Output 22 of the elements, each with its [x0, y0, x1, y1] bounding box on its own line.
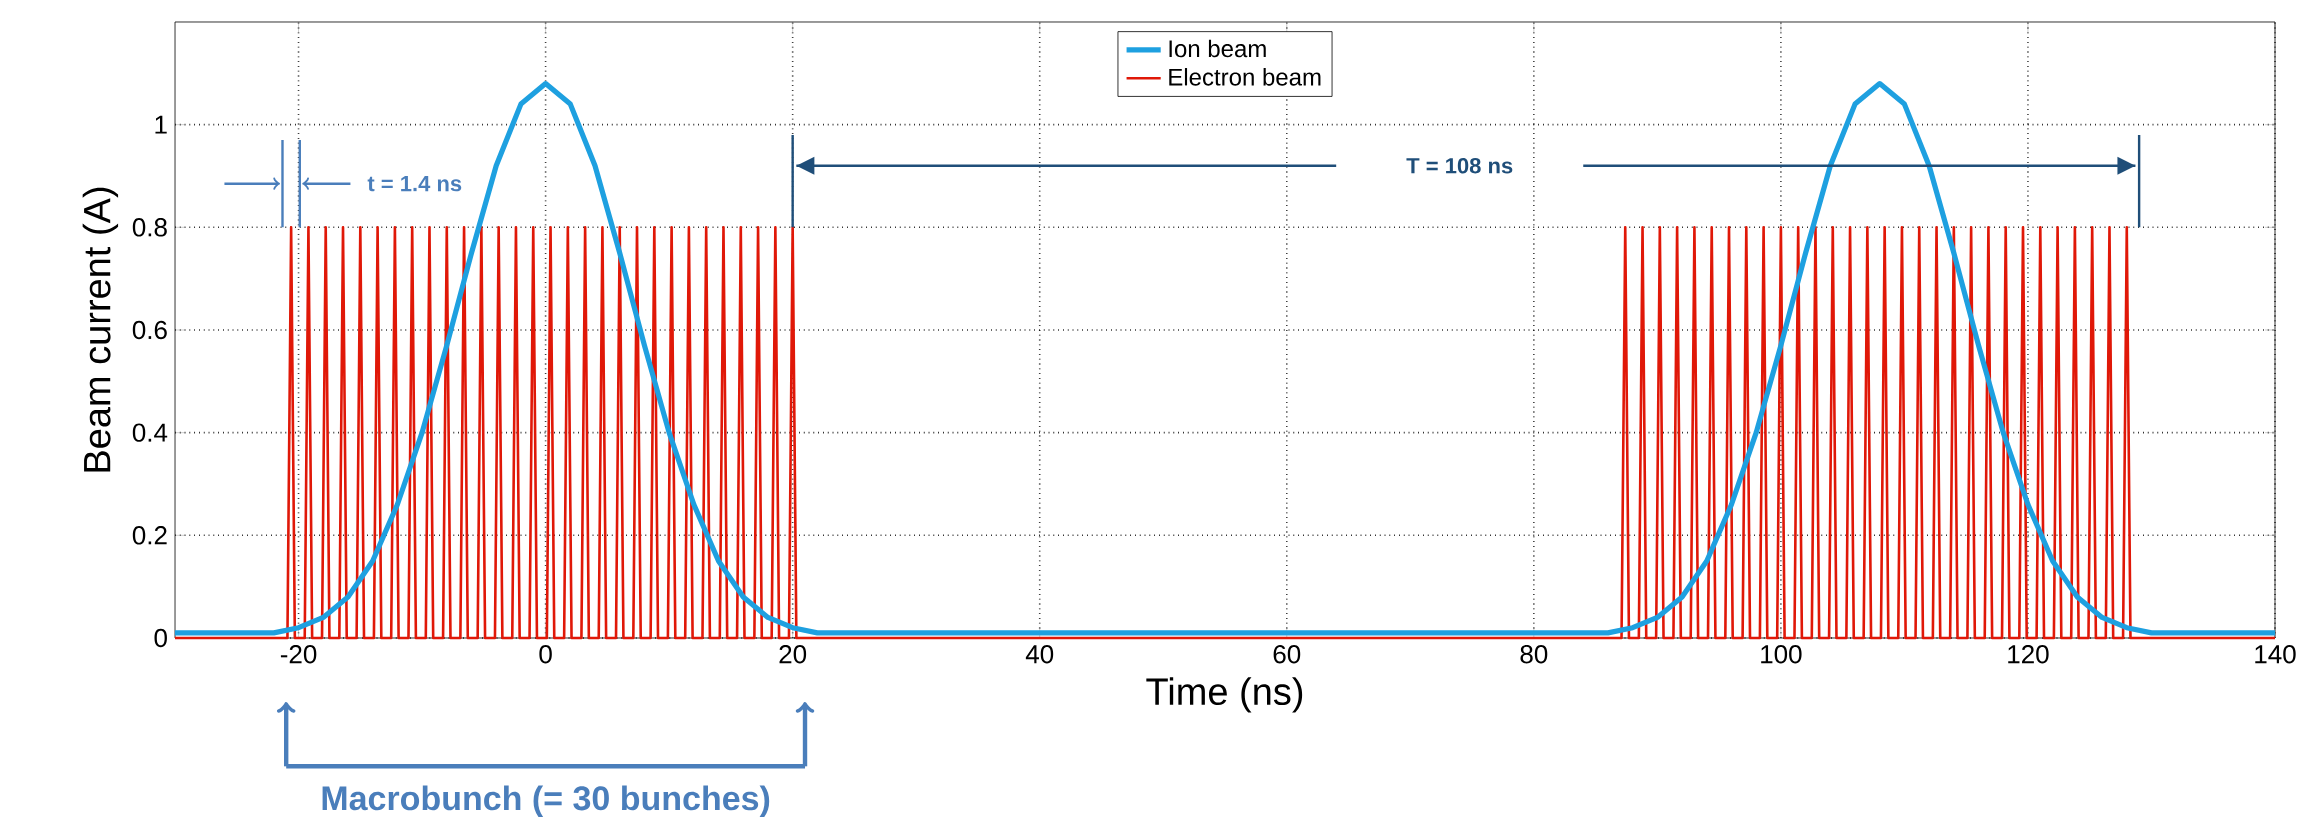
x-tick-label: 80 — [1520, 645, 1548, 664]
annotation: t = 1.4 ns — [367, 176, 462, 192]
x-tick-label: 100 — [1761, 645, 1802, 664]
x-tick-label: -20 — [280, 645, 317, 664]
y-tick-label: 0.4 — [132, 423, 168, 442]
annotation: T = 108 ns — [1406, 157, 1513, 174]
x-tick-label: 60 — [1273, 645, 1301, 664]
x-tick-label: 140 — [2255, 645, 2296, 664]
y-tick-label: 0 — [154, 628, 167, 648]
x-tick-label: 20 — [779, 645, 807, 664]
y-axis-title: Beam current (A) — [82, 187, 119, 472]
x-tick-label: 120 — [2008, 645, 2049, 664]
x-tick-label: 0 — [539, 645, 552, 664]
y-tick-label: 1 — [155, 115, 167, 134]
legend-label: Ion beam — [1169, 39, 1266, 58]
text: Macrobunch (= 30 bunches) — [322, 785, 770, 818]
y-tick-label: 0.8 — [132, 218, 167, 237]
y-tick-label: 0.2 — [132, 526, 167, 545]
x-axis-title: Time (ns) — [1146, 677, 1303, 713]
x-tick-label: 40 — [1025, 645, 1054, 664]
y-tick-label: 0.6 — [132, 320, 167, 340]
legend-label: Electron beam — [1169, 68, 1321, 86]
